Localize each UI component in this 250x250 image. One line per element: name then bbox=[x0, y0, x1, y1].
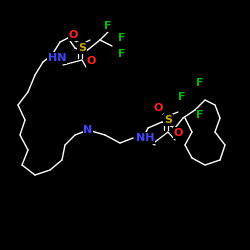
Text: S: S bbox=[164, 115, 172, 125]
Text: O: O bbox=[153, 103, 163, 113]
Text: S: S bbox=[78, 43, 86, 53]
Text: F: F bbox=[118, 49, 126, 59]
Text: F: F bbox=[196, 110, 204, 120]
Text: F: F bbox=[104, 21, 112, 31]
Text: F: F bbox=[118, 33, 126, 43]
Text: O: O bbox=[173, 128, 183, 138]
Text: O: O bbox=[86, 56, 96, 66]
Text: F: F bbox=[196, 78, 204, 88]
Text: HN: HN bbox=[48, 53, 66, 63]
Text: F: F bbox=[178, 92, 186, 102]
Text: O: O bbox=[68, 30, 78, 40]
Text: N: N bbox=[84, 125, 92, 135]
Text: NH: NH bbox=[136, 133, 154, 143]
